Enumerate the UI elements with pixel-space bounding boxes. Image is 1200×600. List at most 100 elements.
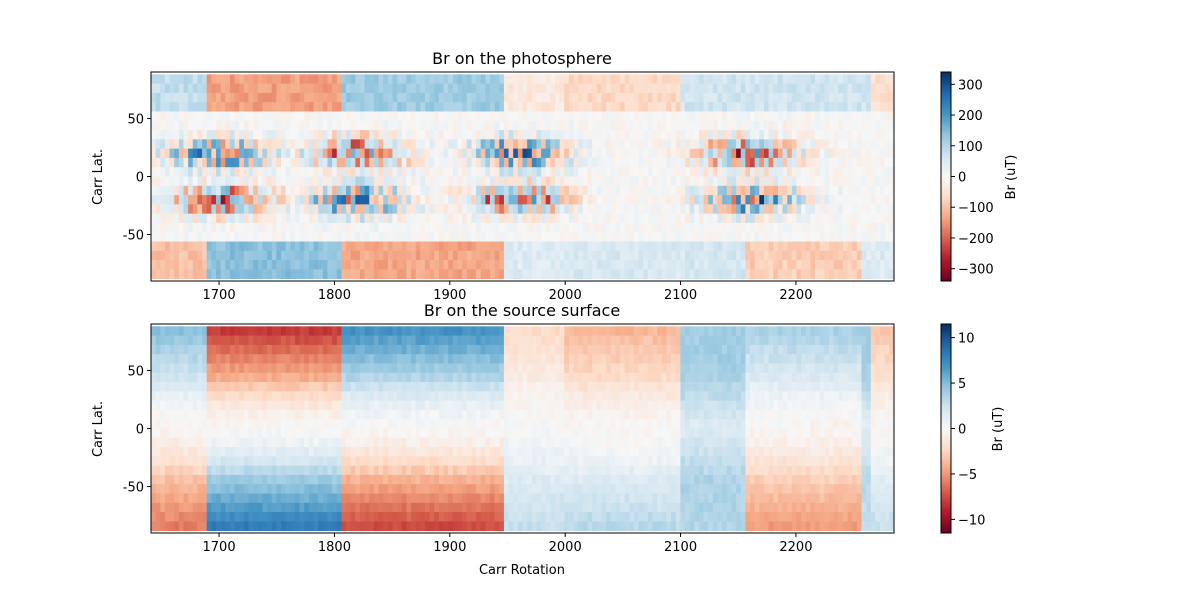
heatmap-cell bbox=[406, 139, 412, 150]
heatmap-cell bbox=[685, 204, 691, 215]
heatmap-cell bbox=[624, 167, 630, 177]
heatmap-cell bbox=[434, 447, 440, 457]
heatmap-cell bbox=[555, 139, 561, 150]
heatmap-cell bbox=[666, 195, 672, 205]
heatmap-cell bbox=[722, 185, 728, 196]
heatmap-cell bbox=[364, 372, 370, 383]
heatmap-cell bbox=[373, 465, 379, 476]
heatmap-cell bbox=[828, 74, 835, 85]
heatmap-cell bbox=[406, 326, 412, 337]
heatmap-cell bbox=[847, 176, 853, 187]
x-tick-label: 1800 bbox=[318, 288, 351, 303]
heatmap-cell bbox=[768, 92, 774, 103]
heatmap-cell bbox=[787, 148, 793, 159]
heatmap-cell bbox=[271, 521, 277, 532]
heatmap-cell bbox=[870, 167, 876, 177]
heatmap-cell bbox=[443, 493, 449, 504]
heatmap-cell bbox=[745, 250, 751, 261]
heatmap-cell bbox=[847, 260, 853, 270]
heatmap-cell bbox=[861, 120, 867, 131]
heatmap-cell bbox=[448, 195, 454, 205]
heatmap-cell bbox=[401, 83, 407, 94]
heatmap-cell bbox=[243, 222, 249, 233]
heatmap-cell bbox=[596, 74, 602, 85]
heatmap-cell bbox=[880, 213, 886, 224]
heatmap-cell bbox=[462, 250, 468, 261]
heatmap-cell bbox=[685, 148, 691, 159]
heatmap-cell bbox=[489, 195, 496, 205]
heatmap-cell bbox=[267, 102, 273, 112]
heatmap-cell bbox=[838, 213, 844, 224]
heatmap-cell bbox=[606, 83, 612, 94]
heatmap-cell bbox=[202, 326, 208, 337]
heatmap-cell bbox=[420, 74, 426, 85]
heatmap-cell bbox=[387, 148, 393, 159]
heatmap-cell bbox=[471, 157, 477, 168]
heatmap-cell bbox=[443, 512, 449, 522]
heatmap-cell bbox=[434, 139, 440, 150]
heatmap-cell bbox=[527, 250, 533, 261]
heatmap-cell bbox=[861, 139, 867, 150]
heatmap-cell bbox=[448, 167, 454, 177]
heatmap-cell bbox=[852, 232, 858, 242]
heatmap-cell bbox=[443, 363, 449, 374]
heatmap-cell bbox=[805, 157, 811, 168]
heatmap-cell bbox=[169, 130, 175, 140]
heatmap-cell bbox=[308, 241, 314, 252]
heatmap-cell bbox=[211, 326, 217, 337]
heatmap-cell bbox=[508, 102, 514, 112]
heatmap-cell bbox=[434, 83, 440, 94]
heatmap-cell bbox=[178, 456, 184, 467]
heatmap-cell bbox=[169, 354, 175, 364]
heatmap-cell bbox=[754, 92, 760, 103]
heatmap-cell bbox=[694, 130, 700, 140]
heatmap-cell bbox=[689, 157, 695, 168]
heatmap-cell bbox=[271, 474, 277, 485]
heatmap-cell bbox=[638, 74, 644, 85]
heatmap-cell bbox=[745, 213, 751, 224]
heatmap-cell bbox=[271, 456, 277, 467]
heatmap-cell bbox=[411, 502, 417, 513]
heatmap-cell bbox=[615, 232, 621, 242]
heatmap-cell bbox=[155, 372, 161, 383]
heatmap-cell bbox=[722, 250, 728, 261]
heatmap-cell bbox=[805, 185, 811, 196]
heatmap-cell bbox=[401, 465, 407, 476]
heatmap-cell bbox=[610, 167, 616, 177]
heatmap-cell bbox=[364, 400, 370, 411]
heatmap-cell bbox=[647, 120, 653, 131]
heatmap-cell bbox=[508, 74, 514, 85]
heatmap-cell bbox=[262, 474, 268, 485]
heatmap-cell bbox=[373, 502, 379, 513]
heatmap-cell bbox=[253, 130, 259, 140]
heatmap-cell bbox=[424, 74, 431, 85]
heatmap-cell bbox=[392, 148, 398, 159]
heatmap-cell bbox=[452, 456, 458, 467]
heatmap-cell bbox=[346, 232, 352, 242]
heatmap-cell bbox=[271, 437, 277, 448]
colorbar-label: Br (uT) bbox=[1004, 155, 1019, 200]
heatmap-cell bbox=[285, 419, 291, 429]
heatmap-cell bbox=[406, 372, 412, 383]
heatmap-cell bbox=[596, 139, 602, 150]
heatmap-cell bbox=[564, 92, 570, 103]
heatmap-cell bbox=[160, 167, 166, 177]
heatmap-cell bbox=[457, 74, 463, 85]
heatmap-cell bbox=[341, 326, 347, 337]
heatmap-cell bbox=[424, 326, 431, 337]
heatmap-cell bbox=[383, 241, 389, 252]
heatmap-cell bbox=[828, 92, 835, 103]
heatmap-cell bbox=[480, 92, 486, 103]
heatmap-cell bbox=[438, 493, 444, 504]
colorbar-tick-label: −300 bbox=[958, 263, 994, 278]
heatmap-cell bbox=[740, 120, 746, 131]
heatmap-cell bbox=[346, 409, 352, 420]
heatmap-cell bbox=[248, 474, 254, 485]
heatmap-cell bbox=[429, 456, 435, 467]
heatmap-cell bbox=[415, 185, 421, 196]
heatmap-cell bbox=[652, 139, 658, 150]
heatmap-cell bbox=[151, 474, 157, 485]
heatmap-cell bbox=[271, 354, 277, 364]
heatmap-cell bbox=[341, 521, 347, 532]
heatmap-cell bbox=[290, 92, 296, 103]
